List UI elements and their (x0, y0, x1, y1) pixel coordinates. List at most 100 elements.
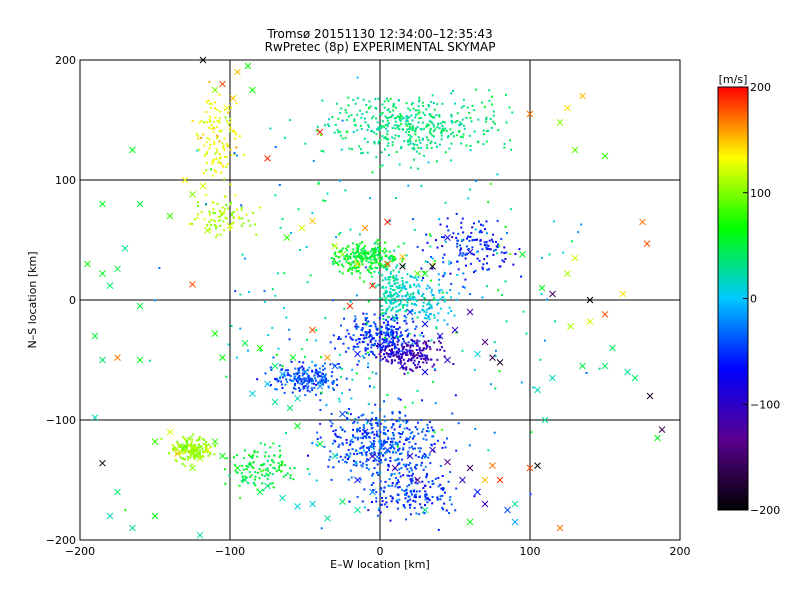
dot-point (487, 201, 490, 204)
dot-point (400, 115, 403, 118)
y-tick-label: −200 (46, 534, 76, 547)
dot-point (240, 204, 243, 207)
dot-point (367, 343, 370, 346)
dot-point (387, 355, 390, 358)
dot-point (279, 226, 282, 229)
dot-point (299, 388, 302, 391)
dot-point (395, 328, 398, 330)
dot-point (391, 351, 394, 354)
dot-point (382, 448, 385, 450)
dot-point (428, 120, 431, 123)
dot-point (354, 258, 357, 261)
dot-point (372, 255, 375, 258)
cross-point (444, 458, 451, 466)
dot-point (416, 357, 419, 359)
dot-point (520, 275, 523, 278)
dot-point (429, 303, 431, 306)
dot-point (209, 106, 212, 109)
dot-point (409, 353, 412, 356)
dot-point (181, 463, 184, 465)
dot-point (345, 247, 347, 250)
dot-point (429, 358, 432, 361)
dot-point (263, 301, 266, 303)
cross-point (658, 426, 666, 433)
dot-point (340, 324, 342, 327)
dot-point (340, 367, 343, 370)
dot-point (418, 96, 421, 99)
dot-point (280, 464, 283, 467)
dot-point (438, 340, 441, 343)
dot-point (461, 118, 464, 121)
dot-point (428, 131, 431, 134)
cross-point (199, 182, 207, 190)
dot-point (465, 252, 468, 255)
dot-point (442, 120, 444, 123)
dot-point (375, 416, 378, 419)
dot-point (478, 259, 481, 262)
dot-point (321, 375, 324, 378)
dot-point (412, 354, 414, 357)
dot-point (377, 283, 380, 286)
dot-point (195, 132, 198, 135)
dot-point (245, 476, 248, 479)
dot-point (177, 445, 180, 448)
dot-point (230, 325, 233, 327)
dot-point (389, 256, 392, 259)
dot-point (349, 452, 352, 455)
dot-point (385, 324, 388, 327)
dot-point (420, 117, 423, 120)
dot-point (439, 498, 442, 501)
dot-point (394, 278, 397, 281)
dot-point (409, 142, 412, 145)
dot-point (376, 267, 379, 269)
dot-point (345, 441, 348, 444)
dot-point (483, 105, 486, 108)
dot-point (442, 489, 444, 491)
cross-point (129, 524, 136, 532)
dot-point (244, 449, 246, 452)
dot-point (382, 454, 385, 457)
dot-point (334, 123, 337, 126)
dot-point (383, 439, 386, 442)
dot-point (389, 291, 392, 294)
dot-point (372, 115, 375, 118)
dot-point (436, 358, 439, 361)
dot-point (341, 137, 344, 140)
dot-point (215, 157, 218, 160)
dot-point (486, 255, 489, 258)
dot-point (381, 274, 384, 277)
dot-point (205, 153, 208, 155)
dot-point (425, 343, 428, 346)
cross-point (211, 86, 219, 94)
dot-point (422, 437, 425, 440)
dot-point (355, 250, 358, 253)
dot-point (434, 369, 437, 372)
dot-point (443, 273, 446, 276)
dot-point (337, 264, 340, 266)
dot-point (387, 316, 390, 319)
dot-point (269, 127, 272, 130)
dot-point (218, 219, 221, 222)
dot-point (363, 280, 365, 283)
dot-point (413, 228, 416, 231)
dot-point (365, 422, 368, 425)
dot-point (223, 208, 226, 211)
dot-point (387, 334, 390, 336)
dot-point (415, 300, 418, 302)
dot-point (463, 286, 466, 289)
dot-point (380, 487, 383, 490)
dot-point (410, 357, 413, 360)
dot-point (213, 101, 216, 104)
dot-point (390, 500, 393, 503)
dot-point (301, 374, 304, 377)
dot-point (416, 245, 419, 248)
dot-point (280, 380, 283, 383)
cross-point (571, 146, 579, 154)
dot-point (396, 443, 399, 446)
dot-point (384, 278, 387, 281)
dot-point (520, 381, 523, 384)
dot-point (307, 374, 310, 377)
dot-point (385, 433, 388, 436)
dot-point (186, 439, 188, 442)
dot-point (474, 269, 477, 272)
